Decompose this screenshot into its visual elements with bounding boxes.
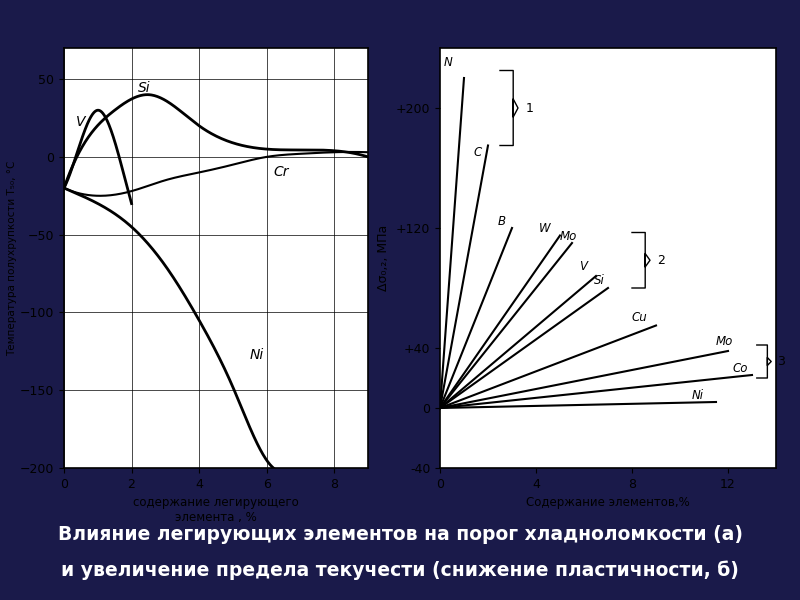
Text: и увеличение предела текучести (снижение пластичности, б): и увеличение предела текучести (снижение… (61, 560, 739, 580)
Text: Ni: Ni (692, 389, 704, 402)
Text: Si: Si (594, 274, 604, 286)
Text: V: V (76, 115, 86, 129)
Text: 2: 2 (658, 254, 665, 267)
Text: Ni: Ni (250, 348, 264, 362)
Text: W: W (538, 223, 550, 235)
Text: V: V (579, 260, 587, 273)
X-axis label: Содержание элементов,%: Содержание элементов,% (526, 496, 690, 509)
Text: 3: 3 (777, 355, 785, 368)
Text: Si: Si (138, 80, 151, 95)
Text: B: B (498, 215, 506, 228)
Text: N: N (444, 56, 452, 69)
Text: Влияние легирующих элементов на порог хладноломкости (а): Влияние легирующих элементов на порог хл… (58, 524, 742, 544)
Y-axis label: Δσ₀,₂, МПа: Δσ₀,₂, МПа (378, 225, 390, 291)
Text: Mo: Mo (560, 230, 578, 243)
Y-axis label: Температура полухрупкости T₅₀, °С: Температура полухрупкости T₅₀, °С (7, 160, 17, 356)
Text: Cu: Cu (632, 311, 648, 324)
Text: Co: Co (733, 362, 748, 375)
Text: C: C (474, 146, 482, 159)
Text: Mo: Mo (716, 335, 734, 348)
Text: Cr: Cr (274, 164, 289, 179)
Text: 1: 1 (526, 101, 533, 115)
X-axis label: содержание легирующего
элемента , %: содержание легирующего элемента , % (133, 496, 299, 524)
